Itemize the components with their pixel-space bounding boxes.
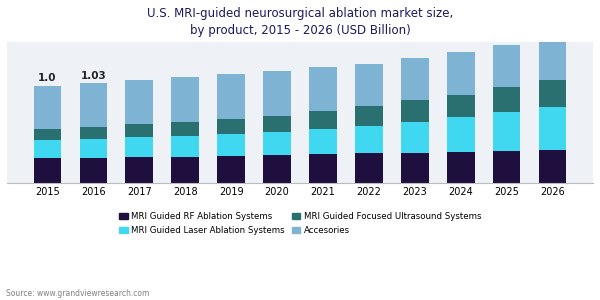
Bar [217, 134, 245, 156]
Bar [539, 80, 566, 107]
Bar [539, 150, 566, 183]
Bar [263, 116, 291, 132]
Text: Source: www.grandviewresearch.com: Source: www.grandviewresearch.com [6, 290, 149, 298]
Bar [355, 126, 383, 153]
Bar [34, 140, 61, 158]
Bar [125, 157, 153, 183]
Text: 1.03: 1.03 [80, 70, 106, 81]
Bar [447, 117, 475, 152]
Bar [447, 94, 475, 117]
Bar [447, 152, 475, 183]
Bar [493, 151, 520, 183]
Bar [80, 83, 107, 127]
Bar [80, 158, 107, 183]
Bar [355, 106, 383, 126]
Bar [125, 137, 153, 157]
Bar [172, 122, 199, 136]
Bar [263, 155, 291, 183]
Bar [539, 39, 566, 80]
Bar [309, 154, 337, 183]
Bar [34, 129, 61, 140]
Bar [401, 153, 428, 183]
Bar [80, 127, 107, 139]
Bar [493, 87, 520, 112]
Bar [34, 158, 61, 183]
Bar [309, 129, 337, 154]
Bar [217, 74, 245, 119]
Bar [539, 107, 566, 150]
Bar [217, 119, 245, 134]
Bar [401, 100, 428, 122]
Bar [401, 58, 428, 100]
Title: U.S. MRI-guided neurosurgical ablation market size,
by product, 2015 - 2026 (USD: U.S. MRI-guided neurosurgical ablation m… [147, 7, 453, 37]
Legend: MRI Guided RF Ablation Systems, MRI Guided Laser Ablation Systems, MRI Guided Fo: MRI Guided RF Ablation Systems, MRI Guid… [119, 212, 481, 235]
Bar [217, 156, 245, 183]
Bar [493, 45, 520, 87]
Bar [309, 111, 337, 129]
Bar [493, 112, 520, 151]
Bar [263, 132, 291, 155]
Bar [172, 157, 199, 183]
Bar [125, 80, 153, 124]
Text: 1.0: 1.0 [38, 74, 56, 83]
Bar [355, 153, 383, 183]
Bar [401, 122, 428, 153]
Bar [172, 136, 199, 157]
Bar [447, 52, 475, 94]
Bar [355, 64, 383, 106]
Bar [263, 71, 291, 116]
Bar [309, 68, 337, 111]
Bar [125, 124, 153, 137]
Bar [172, 77, 199, 122]
Bar [34, 86, 61, 129]
Bar [80, 139, 107, 158]
